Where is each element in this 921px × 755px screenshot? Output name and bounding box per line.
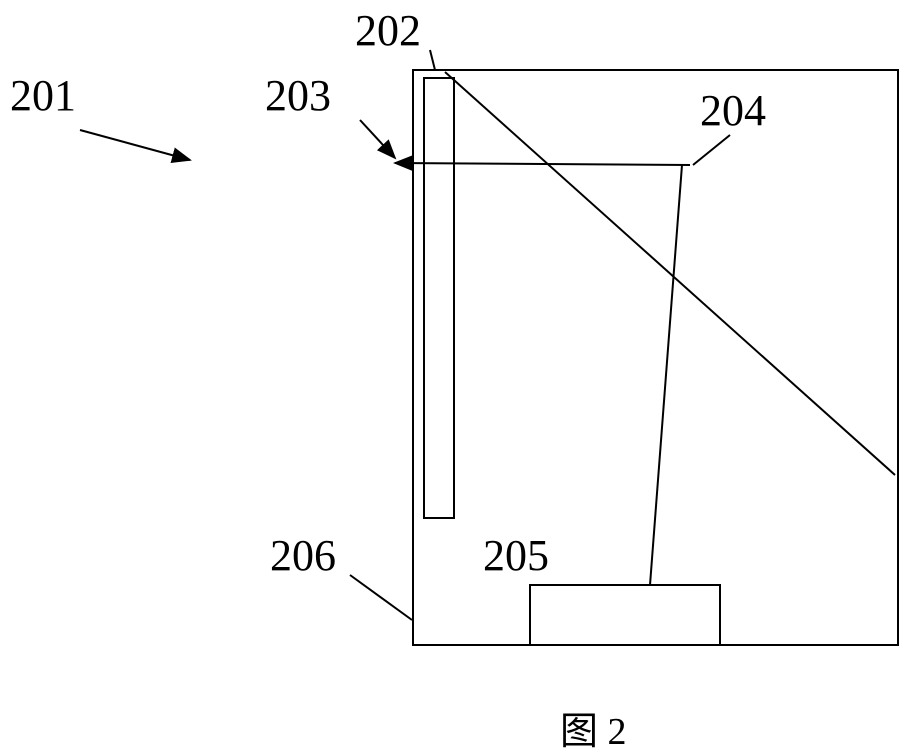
diagram-svg (0, 0, 921, 754)
inner-strip-202 (424, 78, 454, 518)
leader-203 (360, 120, 395, 158)
small-box-205 (530, 585, 720, 645)
leader-206 (350, 575, 412, 620)
diagonal-line-204 (445, 72, 895, 475)
outer-box (413, 70, 898, 645)
leader-202 (430, 50, 435, 70)
leader-201 (80, 130, 190, 160)
arrow-203-line (395, 163, 690, 165)
diagram-canvas: 201 202 203 204 205 206 图 2 (0, 0, 921, 754)
leader-204 (693, 135, 730, 165)
vertical-line (650, 165, 682, 585)
